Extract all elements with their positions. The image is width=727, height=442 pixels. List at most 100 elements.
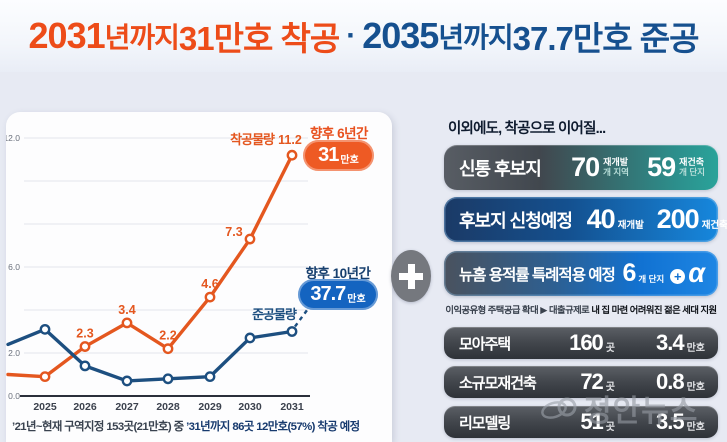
row-sintong-candidates: 신통 후보지 70 재개발 개 지역 59 재건축 개 단지 [444,145,718,190]
data-point-marker [244,233,256,245]
data-point-label: 2.3 [76,327,93,341]
row-stats: 51 곳 3.5 만호 [537,409,718,434]
data-point-marker [121,317,133,329]
chart-card: 12.0 6.0 2.0 0.0 2025 2026 2027 2028 2029 2030 203… [6,112,392,442]
stat-number: 70 [571,152,600,182]
stat-unit: 만호 [686,382,705,393]
row-stats: 40 재개발 200 재건축 [572,206,727,233]
stat-unit-bottom: 개 지역 [603,166,629,177]
stat-unit: 곳 [605,422,615,433]
stat-unit: 곳 [605,382,615,393]
stat-unit: 재건축 개 단지 [679,157,705,177]
row-moa-housing: 모아주택 160 곳 3.4 만호 [444,327,718,359]
stat-households: 0.8 만호 [627,369,705,394]
stat-households: 3.5 만호 [627,409,705,434]
headline-banner: 2031 년까지 31만호 착공 · 2035 년까지 37.7만호 준공 [0,0,727,72]
data-point-marker [79,341,91,352]
note-normal: 이익공유형 주택공급 확대 ▶ 대출규제로 [445,305,592,315]
stat-number: 6 [622,259,637,287]
plus-icon [391,250,431,302]
series-line-1 [6,327,294,383]
data-point-marker [162,373,174,385]
data-point-marker [39,371,51,383]
stat-unit: 재건축 [701,220,727,231]
x-tick-label: 2026 [73,401,97,413]
headline-segment: 31만호 착공 [178,20,340,57]
start-volume-unit: 만호 [340,155,359,166]
stat-unit-bottom: 개 단지 [679,166,705,177]
stat-number: 3.5 [656,409,685,434]
row-label: 리모델링 [459,414,511,432]
row-label: 후보지 신청예정 [459,210,573,231]
stat-number: 40 [586,204,616,234]
row-remodeling: 리모델링 51 곳 3.5 만호 [444,406,718,438]
stat-complexes: 6 개 단지 [623,261,665,286]
chart-footnote: ’21년~현재 구역지정 153곳(21만호) 중 ’31년까지 86곳 12만… [12,418,390,434]
start-volume-value: 31 [318,144,339,166]
stat-number: 200 [656,204,700,234]
completion-volume-unit: 만호 [347,294,366,305]
alpha-symbol: α [688,258,705,288]
y-tick-label: 0.0 [8,391,20,401]
stat-reconstruction: 59 재건축 개 단지 [639,154,705,181]
stat-unit: 곳 [605,343,615,354]
x-tick-label: 2027 [115,401,139,413]
completion-volume-badge: 37.7 만호 [298,279,378,310]
stat-sites: 51 곳 [537,411,615,434]
profit-sharing-note: 이익공유형 주택공급 확대 ▶ 대출규제로 내 집 마련 어려워진 젊은 세대 … [444,302,718,316]
row-small-reconstruction: 소규모재건축 72 곳 0.8 만호 [444,366,718,398]
x-tick-label: 2030 [238,401,262,413]
headline-segment: 2035 [362,15,439,56]
x-tick-label: 2025 [33,401,57,413]
stat-unit: 재개발 개 지역 [603,157,629,177]
headline-segment: 년까지 [104,22,180,53]
stat-redevelopment: 70 재개발 개 지역 [563,154,629,181]
projection-dashed-line [294,297,317,328]
row-stats: 6 개 단지 + α [623,260,718,287]
data-point-marker [162,343,174,355]
start-volume-badge: 31 만호 [303,140,374,171]
footnote-bold: ’31년까지 86곳 12만호(57%) 착공 예정 [186,421,360,433]
series-name-completion: 준공물량 [252,307,297,322]
stat-number: 160 [569,330,604,355]
x-tick-label: 2028 [156,401,180,413]
data-point-label: 7.3 [225,225,242,239]
data-point-label: 3.4 [118,303,135,317]
stat-sites: 160 곳 [537,330,615,355]
stat-unit: 개 단지 [638,273,665,284]
data-point-label: 4.6 [201,277,218,291]
data-point-marker [79,360,91,372]
plus-circle-icon: + [670,269,686,284]
y-tick-label: 12.0 [6,133,20,143]
data-point-marker [286,149,298,161]
row-label: 소규모재건축 [459,374,537,392]
series-name-start: 착공물량 [230,132,275,147]
stat-number: 59 [647,152,676,182]
stat-number: 72 [580,369,604,394]
stat-unit: 재개발 [617,220,644,231]
series-line-0 [6,153,294,379]
data-point-marker [286,326,298,337]
plus-icon-bar [407,264,415,289]
data-point-marker [244,332,256,344]
stat-unit: 만호 [686,422,705,433]
row-stats: 70 재개발 개 지역 59 재건축 개 단지 [563,154,718,181]
stat-sites: 72 곳 [537,369,615,394]
y-tick-label: 2.0 [8,348,20,358]
stat-number: 0.8 [656,369,685,394]
stat-reconstruction: 200 재건축 [656,206,727,233]
future-10yr-title: 향후 10년간 [305,266,371,281]
line-chart: 12.0 6.0 2.0 0.0 2025 2026 2027 2028 2029 2030 203… [6,132,317,413]
note-bold: 내 집 마련 어려워진 젊은 세대 지원 [591,305,717,315]
x-tick-label: 2029 [198,401,222,413]
stat-unit-top: 재건축 [679,157,705,168]
row-label: 모아주택 [459,335,511,353]
row-label: 신통 후보지 [459,158,542,179]
row-label: 뉴홈 용적률 특례적용 예정 [459,266,616,284]
future-6yr-title: 향후 6년간 [310,126,368,141]
stat-redevelopment: 40 재개발 [572,206,644,233]
footnote-normal: ’21년~현재 구역지정 153곳(21만호) 중 [12,421,187,433]
row-stats: 160 곳 3.4 만호 [537,330,718,355]
stat-unit-top: 재개발 [603,157,629,168]
